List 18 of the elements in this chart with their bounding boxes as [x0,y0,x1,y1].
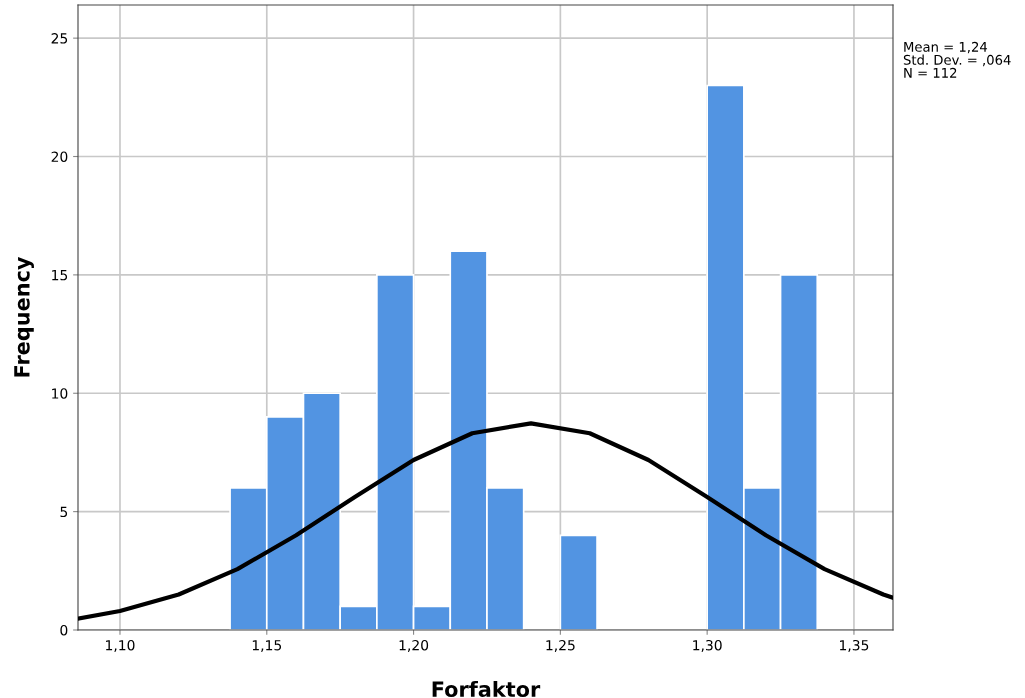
x-tick-label: 1,30 [693,639,722,652]
y-tick-label: 25 [51,33,68,44]
text: Mean = 1,24 [904,41,988,54]
x-tick-label: 1,35 [840,639,869,652]
y-tick-label: 0 [60,624,68,636]
x-tick-label: 1,20 [399,639,429,652]
x-tick-label: 1,15 [252,640,282,652]
x-tick-label: 1,10 [106,639,135,652]
x-tick-label: 1,25 [546,639,575,652]
y-tick-label: 20 [51,151,68,162]
y-axis-title: Frequency [14,256,34,377]
y-tick-label: 5 [60,506,68,518]
text: N = 112 [904,67,957,78]
x-axis-title: Forfaktor [432,680,541,698]
y-tick-label: 15 [52,270,68,281]
y-tick-label: 10 [52,388,68,399]
line-series [78,421,893,621]
text: Std. Dev. = ,064 [903,54,1011,67]
